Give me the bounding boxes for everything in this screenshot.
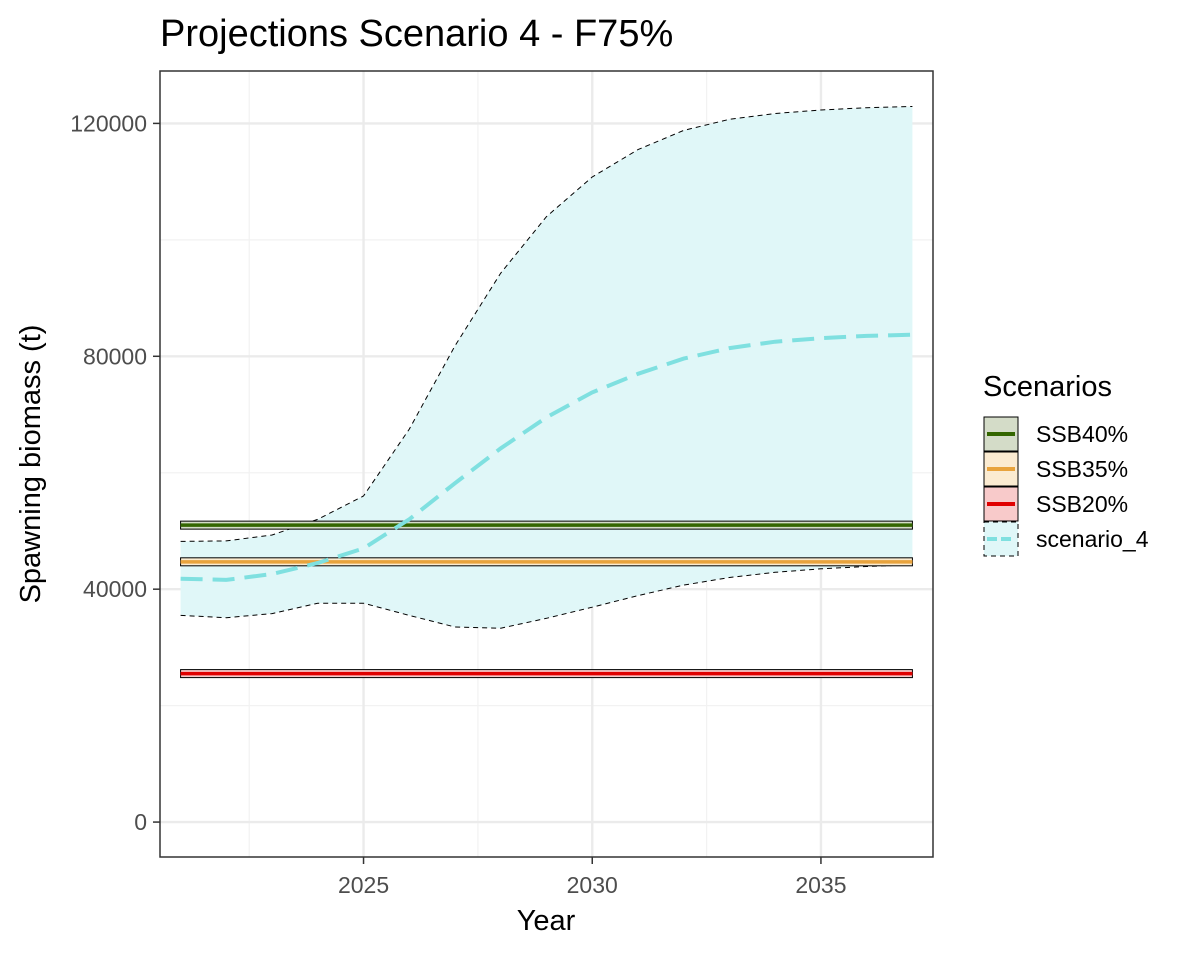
x-tick-label: 2025 bbox=[338, 872, 389, 898]
legend-label-ssb40-: SSB40% bbox=[1036, 421, 1128, 447]
plot-border bbox=[159, 70, 934, 858]
y-tick-label: 0 bbox=[134, 809, 147, 835]
legend-label-ssb20-: SSB20% bbox=[1036, 491, 1128, 517]
x-tick-label: 2030 bbox=[567, 872, 618, 898]
scenario-4-upper-bound bbox=[180, 106, 913, 542]
legend: Scenarios SSB40% SSB35% SSB20% scenario_4 bbox=[983, 371, 1149, 557]
legend-title: Scenarios bbox=[983, 371, 1112, 403]
legend-label-ssb35-: SSB35% bbox=[1036, 456, 1128, 482]
y-tick-label: 120000 bbox=[70, 110, 147, 136]
y-tick-label: 80000 bbox=[83, 343, 147, 369]
x-axis-title: Year bbox=[517, 905, 576, 937]
x-tick-label: 2035 bbox=[795, 872, 846, 898]
y-tick-label: 40000 bbox=[83, 576, 147, 602]
y-axis-title: Spawning biomass (t) bbox=[15, 325, 47, 604]
scenario-4-lower-bound bbox=[180, 564, 913, 629]
scenario-4-ribbon bbox=[180, 106, 913, 629]
chart-title: Projections Scenario 4 - F75% bbox=[160, 13, 673, 55]
legend-label-scenario-4: scenario_4 bbox=[1036, 526, 1149, 552]
